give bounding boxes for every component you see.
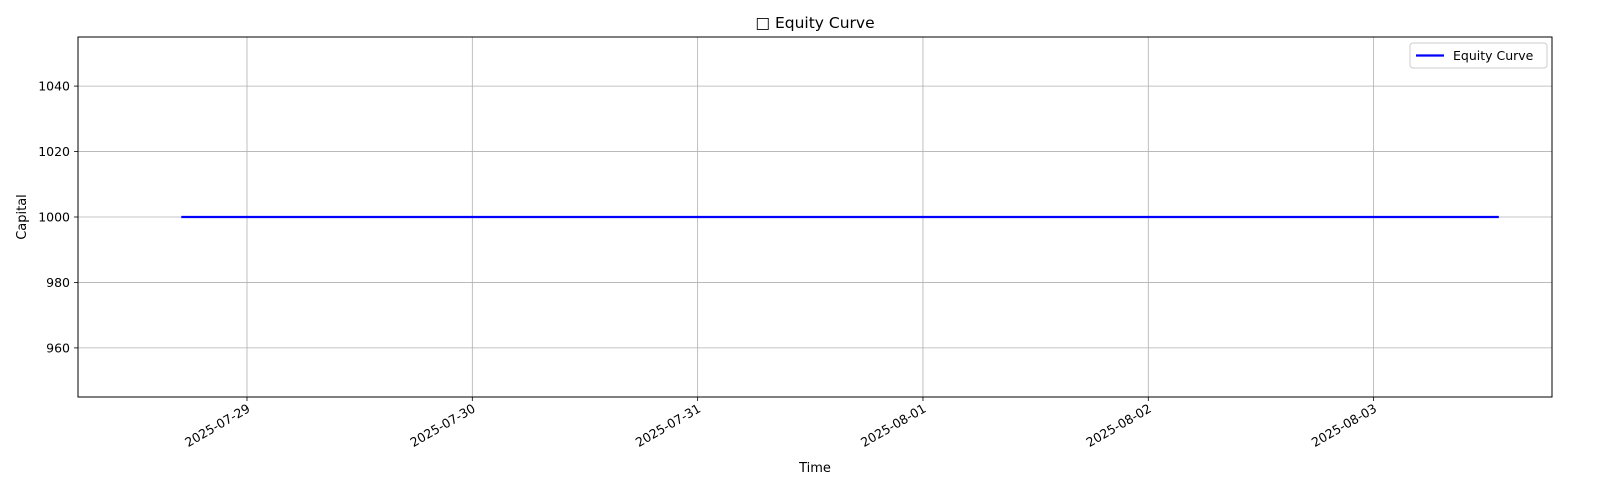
chart-title: □ Equity Curve bbox=[755, 14, 874, 32]
y-axis-ticks: 960 980 1000 1020 1040 bbox=[38, 79, 78, 355]
y-tick-label: 960 bbox=[46, 340, 70, 355]
legend-label: Equity Curve bbox=[1453, 48, 1534, 63]
legend: Equity Curve bbox=[1409, 42, 1548, 69]
legend-box bbox=[1409, 42, 1548, 69]
y-tick-label: 980 bbox=[46, 275, 70, 290]
x-axis-label: Time bbox=[798, 461, 831, 476]
y-tick-label: 1020 bbox=[38, 144, 70, 159]
y-tick-label: 1000 bbox=[38, 210, 70, 225]
y-tick-label: 1040 bbox=[38, 79, 70, 94]
y-axis-label: Capital bbox=[15, 194, 30, 240]
